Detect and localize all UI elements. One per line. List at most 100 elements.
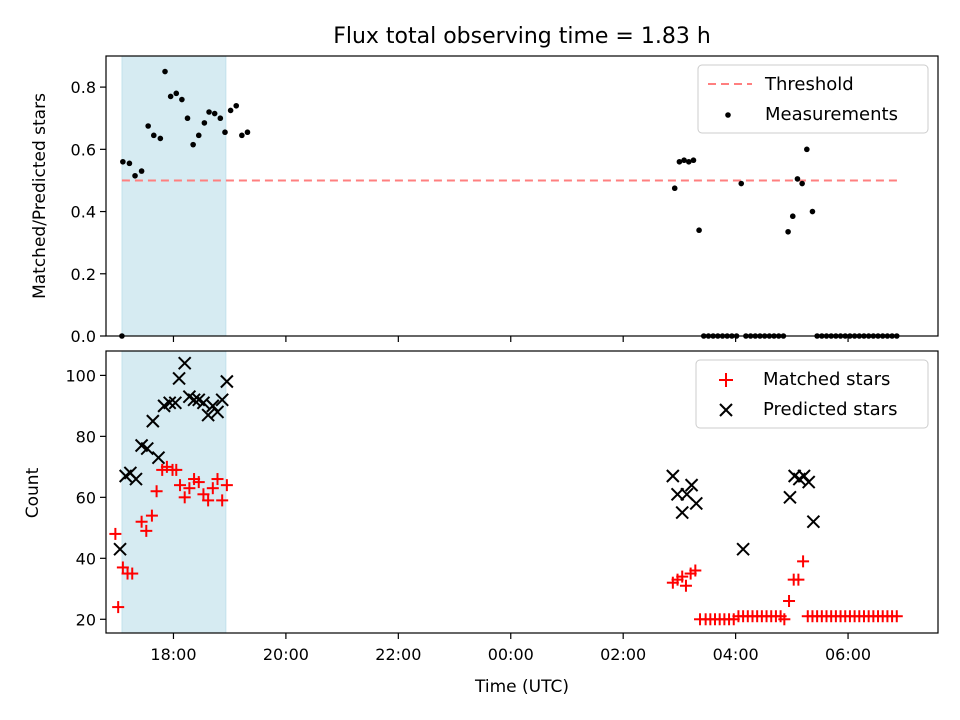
measurement-point	[120, 158, 126, 165]
measurement-point	[239, 132, 245, 139]
matched-star-point	[778, 613, 791, 626]
matched-star-point	[211, 473, 224, 486]
measurement-point	[671, 185, 678, 192]
y-tick-label: 60	[76, 488, 96, 507]
predicted-star-point	[201, 408, 215, 422]
predicted-star-point	[146, 414, 160, 428]
measurement-point	[809, 208, 816, 215]
matched-star-point	[183, 482, 196, 495]
predicted-star-point	[736, 542, 750, 556]
matched-star-point	[112, 601, 125, 614]
top-panel: Flux total observing time = 1.83 h 0.0 0.…	[30, 24, 939, 346]
top-chart-title: Flux total observing time = 1.83 h	[333, 24, 711, 49]
matched-star-point	[216, 494, 229, 507]
predicted-star-point	[168, 396, 183, 410]
predicted-star-point	[806, 515, 821, 529]
y-tick-label: 0.2	[71, 265, 96, 284]
bottom-legend: Matched stars Predicted stars	[695, 359, 929, 429]
legend-matched-swatch	[719, 373, 733, 387]
top-y-axis: 0.0 0.2 0.4 0.6 0.8	[71, 78, 106, 346]
bottom-y-axis: 20 40 60 80 100	[65, 366, 106, 629]
predicted-star-point	[151, 450, 166, 465]
bottom-panel: 20 40 60 80 100 18:00 20:00 22:00 00:00 02:00 04:…	[23, 350, 939, 697]
measurement-point	[676, 158, 683, 165]
x-tick-label: 02:00	[600, 645, 646, 664]
predicted-star-point	[783, 490, 797, 505]
predicted-star-point	[210, 405, 225, 419]
top-y-axis-label: Matched/Predicted stars	[30, 93, 50, 299]
measurement-point	[145, 123, 151, 129]
matched-star-point	[679, 579, 692, 592]
matched-star-point	[174, 479, 187, 492]
top-legend-box	[697, 64, 929, 134]
measurement-point	[696, 227, 702, 234]
predicted-star-point	[689, 496, 703, 511]
matched-star-point	[783, 594, 796, 607]
matched-star-point	[689, 564, 702, 577]
measurement-point	[201, 120, 208, 126]
y-tick-label: 80	[76, 427, 96, 446]
x-tick-label: 06:00	[825, 645, 871, 664]
top-legend: Threshold Measurements	[697, 64, 929, 134]
measurement-point	[211, 110, 218, 117]
y-tick-label: 0.0	[71, 327, 96, 346]
predicted-star-point	[215, 393, 229, 407]
measurement-point	[190, 141, 196, 148]
bottom-x-axis-label: Time (UTC)	[474, 677, 569, 697]
matched-star-point	[116, 561, 129, 574]
bottom-x-axis: 18:00 20:00 22:00 00:00 02:00 04:00 06:00	[150, 633, 871, 664]
measurement-point	[195, 132, 202, 139]
measurement-point	[132, 172, 138, 179]
x-tick-label: 00:00	[488, 645, 534, 664]
x-tick-label: 22:00	[375, 645, 421, 664]
y-tick-label: 20	[76, 610, 96, 629]
measurement-point	[217, 115, 224, 122]
matched-star-point	[126, 567, 139, 580]
predicted-star-point	[196, 396, 211, 410]
legend-predicted-label: Predicted stars	[763, 399, 897, 420]
predicted-star-point	[163, 396, 177, 410]
measurement-point	[794, 176, 801, 182]
top-shaded-span	[121, 55, 227, 337]
legend-measurements-swatch	[725, 112, 731, 118]
measurement-point	[799, 180, 805, 187]
matched-star-point	[797, 555, 810, 568]
predicted-star-point	[666, 469, 680, 483]
predicted-star-point	[220, 374, 234, 389]
matched-star-point	[178, 491, 191, 504]
matched-star-point	[192, 476, 205, 489]
measurement-point	[184, 115, 191, 122]
bottom-plot-frame	[105, 350, 939, 634]
measurement-point	[789, 213, 796, 220]
matched-star-point	[197, 488, 210, 501]
measurement-point	[173, 90, 180, 97]
measurement-point	[167, 93, 174, 100]
measurement-point	[685, 158, 692, 165]
legend-measurements-label: Measurements	[765, 104, 898, 125]
matched-star-point	[202, 494, 215, 507]
top-plot-frame	[105, 55, 939, 337]
measurement-point	[227, 107, 234, 114]
measurement-point	[804, 146, 810, 153]
y-tick-label: 0.8	[71, 78, 96, 97]
matched-star-point	[170, 463, 183, 476]
predicted-star-point	[675, 505, 689, 520]
measurement-point	[738, 180, 745, 187]
measurement-point	[785, 228, 791, 235]
bottom-y-axis-label: Count	[23, 467, 43, 518]
predicted-star-point	[177, 356, 192, 370]
measurement-point	[138, 168, 145, 174]
bottom-shaded-span	[121, 350, 227, 634]
measurement-point	[162, 68, 168, 75]
matched-star-point	[220, 479, 233, 492]
legend-matched-label: Matched stars	[763, 369, 890, 390]
matched-star-point	[135, 515, 148, 528]
y-tick-label: 0.6	[71, 140, 96, 159]
bottom-legend-box	[695, 359, 929, 429]
measurement-point	[206, 109, 212, 115]
predicted-star-point	[684, 478, 699, 492]
predicted-star-point	[801, 475, 816, 489]
matched-star-point	[206, 482, 219, 495]
predicted-star-point	[187, 393, 201, 407]
